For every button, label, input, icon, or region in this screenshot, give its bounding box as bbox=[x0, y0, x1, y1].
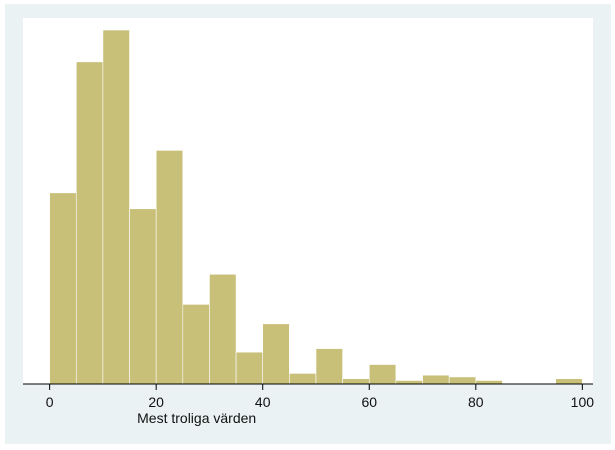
histogram-bar-50-55 bbox=[315, 348, 343, 385]
histogram-bar-0-5 bbox=[49, 192, 77, 385]
x-tick-label-60: 60 bbox=[361, 394, 377, 410]
histogram-bar-25-30 bbox=[182, 304, 210, 385]
histogram-bar-40-45 bbox=[262, 323, 290, 385]
histogram-bar-5-10 bbox=[75, 61, 104, 385]
histogram-bar-75-80 bbox=[448, 376, 477, 385]
histogram-bar-15-20 bbox=[129, 208, 157, 385]
x-tick-label-100: 100 bbox=[571, 394, 595, 410]
bars-group bbox=[49, 29, 583, 385]
x-axis-title: Mest troliga värden bbox=[137, 410, 256, 426]
histogram-bar-65-70 bbox=[395, 380, 423, 385]
x-axis-ticks: 0 20 40 60 80 100 bbox=[46, 384, 595, 410]
histogram-bar-10-15 bbox=[102, 29, 130, 385]
x-tick-label-40: 40 bbox=[255, 394, 271, 410]
histogram-bar-55-60 bbox=[342, 378, 370, 385]
histogram-bar-70-75 bbox=[422, 374, 450, 385]
histogram-bar-60-65 bbox=[368, 364, 397, 385]
x-tick-label-20: 20 bbox=[148, 394, 164, 410]
histogram-bar-45-50 bbox=[289, 373, 317, 385]
x-tick-label-0: 0 bbox=[46, 394, 54, 410]
histogram-bar-95-100 bbox=[555, 378, 583, 385]
histogram-bar-20-25 bbox=[155, 150, 184, 385]
histogram-bar-80-85 bbox=[475, 380, 503, 385]
histogram-bar-30-35 bbox=[209, 273, 237, 385]
x-tick-label-80: 80 bbox=[468, 394, 484, 410]
histogram-bar-35-40 bbox=[235, 351, 264, 385]
